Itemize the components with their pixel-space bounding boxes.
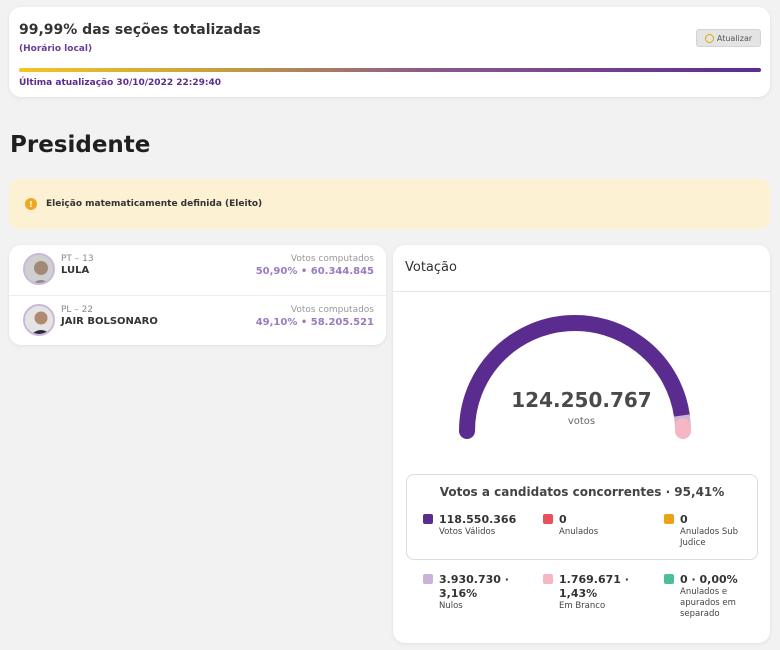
stat-null-votes: 3.930.730 · 3,16% Nulos bbox=[423, 573, 513, 612]
stat-label: Em Branco bbox=[559, 601, 606, 611]
stat-label: Votos Válidos bbox=[439, 527, 496, 537]
stat-valid-votes: 118.550.366 Votos Válidos bbox=[423, 513, 523, 538]
stat-separate-counted: 0 · 0,00% Anulados e apurados em separad… bbox=[664, 573, 744, 620]
stat-label: Anulados bbox=[559, 527, 599, 537]
stat-label: Anulados Sub Judice bbox=[680, 527, 739, 548]
candidates-card: PT – 13 LULA Votos computados 50,90% • 6… bbox=[9, 245, 386, 345]
stat-value: 1.769.671 · 1,43% bbox=[559, 573, 629, 600]
voting-header: Votação bbox=[405, 260, 457, 275]
candidate-name: LULA bbox=[61, 265, 90, 276]
stat-annulled: 0 Anulados bbox=[543, 513, 643, 538]
legend-square bbox=[543, 574, 553, 584]
progress-bar bbox=[19, 68, 761, 72]
candidate-party: PT – 13 bbox=[61, 254, 94, 264]
page-title: Presidente bbox=[10, 132, 151, 158]
last-update-text: Última atualização 30/10/2022 22:29:40 bbox=[19, 78, 222, 88]
valid-votes-title: Votos a candidatos concorrentes · 95,41% bbox=[439, 485, 725, 499]
alert-text: Eleição matematicamente definida (Eleito… bbox=[46, 199, 263, 209]
candidate-percent: 49,10% bbox=[255, 317, 298, 328]
candidate-vote-count: 60.344.845 bbox=[310, 266, 374, 277]
gauge-valid-segment bbox=[459, 315, 690, 439]
candidate-votes: 50,90% • 60.344.845 bbox=[256, 266, 374, 277]
votes-computed-label: Votos computados bbox=[290, 305, 374, 315]
valid-votes-box: Votos a candidatos concorrentes · 95,41% bbox=[406, 474, 758, 560]
voting-card: Votação 124.250.767 votos Votos a candid… bbox=[393, 245, 770, 643]
separator: • bbox=[300, 266, 308, 277]
stat-value: 3.930.730 · 3,16% bbox=[439, 573, 509, 600]
stat-value: 118.550.366 bbox=[439, 513, 517, 526]
info-icon: ! bbox=[25, 198, 37, 210]
candidate-vote-count: 58.205.521 bbox=[310, 317, 374, 328]
refresh-icon bbox=[704, 33, 714, 43]
progress-fill bbox=[19, 68, 761, 72]
stat-value: 0 bbox=[680, 513, 688, 526]
candidate-row[interactable]: PL – 22 JAIR BOLSONARO Votos computados … bbox=[9, 295, 386, 345]
candidate-percent: 50,90% bbox=[255, 266, 298, 277]
votes-computed-label: Votos computados bbox=[290, 254, 374, 264]
stat-blank-votes: 1.769.671 · 1,43% Em Branco bbox=[543, 573, 633, 612]
refresh-button[interactable]: Atualizar bbox=[696, 29, 761, 47]
sections-totalized-title: 99,99% das seções totalizadas bbox=[19, 22, 261, 38]
total-votes-label: votos bbox=[567, 416, 596, 427]
divider bbox=[393, 291, 770, 292]
separator: • bbox=[300, 317, 308, 328]
stat-label: Anulados e apurados em separado bbox=[680, 587, 736, 619]
legend-square bbox=[664, 574, 674, 584]
legend-square bbox=[543, 514, 553, 524]
refresh-label: Atualizar bbox=[716, 33, 753, 43]
stat-annulled-sub-judice: 0 Anulados Sub Judice bbox=[664, 513, 749, 549]
candidate-avatar bbox=[23, 253, 55, 285]
candidate-avatar bbox=[23, 304, 55, 336]
candidate-votes: 49,10% • 58.205.521 bbox=[256, 317, 374, 328]
legend-square bbox=[664, 514, 674, 524]
election-defined-alert: ! Eleição matematicamente definida (Elei… bbox=[9, 179, 770, 229]
votes-gauge bbox=[459, 315, 691, 439]
candidate-name: JAIR BOLSONARO bbox=[61, 316, 158, 327]
legend-square bbox=[423, 574, 433, 584]
local-time-note: (Horário local) bbox=[19, 44, 93, 54]
candidate-row[interactable]: PT – 13 LULA Votos computados 50,90% • 6… bbox=[9, 245, 386, 295]
stat-value: 0 · 0,00% bbox=[680, 573, 738, 586]
legend-square bbox=[423, 514, 433, 524]
stat-label: Nulos bbox=[439, 601, 463, 611]
totalization-card: 99,99% das seções totalizadas (Horário l… bbox=[9, 7, 770, 97]
candidate-party: PL – 22 bbox=[61, 305, 94, 315]
total-votes: 124.250.767 bbox=[511, 388, 652, 412]
stat-value: 0 bbox=[559, 513, 567, 526]
